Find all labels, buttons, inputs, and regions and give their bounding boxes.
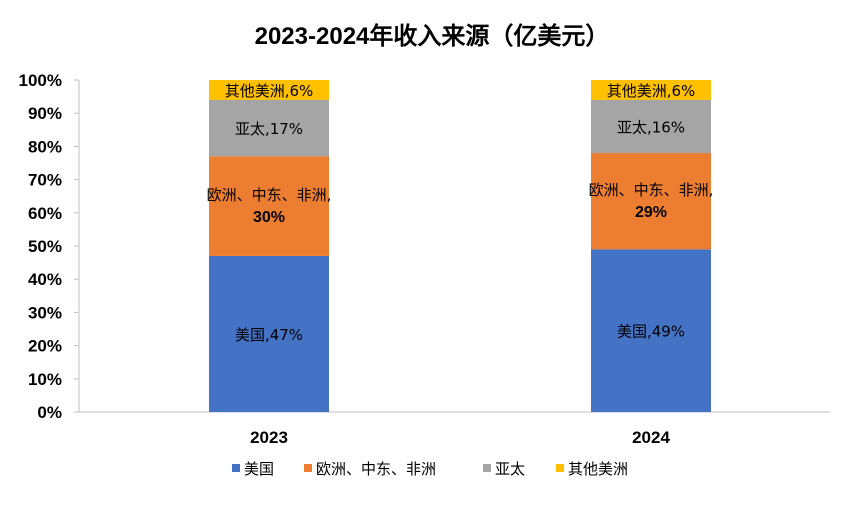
legend-swatch xyxy=(483,464,491,472)
data-label: 亚太,17% xyxy=(235,120,303,138)
bar-segment xyxy=(209,255,329,412)
data-label: 美国,49% xyxy=(617,323,685,341)
y-tick-label: 70% xyxy=(28,171,62,190)
y-tick-label: 40% xyxy=(28,270,62,289)
chart-title: 2023-2024年收入来源（亿美元） xyxy=(255,22,610,50)
data-label: 其他美洲,6% xyxy=(225,82,314,100)
legend: 美国 欧洲、中东、非洲 亚太 其他美洲 xyxy=(232,460,628,478)
bar-segment xyxy=(209,80,329,100)
y-tick-label: 90% xyxy=(28,104,62,123)
data-label: 其他美洲,6% xyxy=(607,82,696,100)
legend-label: 亚太 xyxy=(495,460,525,478)
y-tick-label: 100% xyxy=(19,71,62,90)
legend-label: 欧洲、中东、非洲 xyxy=(316,460,436,478)
bar-segment xyxy=(209,156,329,256)
legend-swatch xyxy=(304,464,312,472)
bar-segment xyxy=(591,249,711,412)
x-tick-label: 2023 xyxy=(250,428,288,447)
legend-swatch xyxy=(232,464,240,472)
data-label: 30% xyxy=(253,209,285,226)
y-tick-label: 0% xyxy=(37,403,62,422)
legend-label: 美国 xyxy=(244,460,274,478)
data-labels: 美国,47% 欧洲、中东、非洲, 30% 亚太,17% 其他美洲,6% 美国,49% 欧洲、… xyxy=(207,82,714,344)
y-tick-label: 30% xyxy=(28,303,62,322)
y-tick-label: 50% xyxy=(28,237,62,256)
data-label: 欧洲、中东、非洲, xyxy=(589,181,714,199)
axes: 0% 10% 20% 30% 40% 50% 60% 70% 80% 90% 100% 2023 202… xyxy=(19,71,830,447)
bar-segment xyxy=(209,99,329,157)
data-label: 29% xyxy=(635,204,667,221)
bar-segment xyxy=(591,99,711,154)
legend-label: 其他美洲 xyxy=(568,460,628,478)
data-label: 美国,47% xyxy=(235,326,303,344)
y-tick-label: 80% xyxy=(28,137,62,156)
legend-swatch xyxy=(556,464,564,472)
bars xyxy=(209,80,711,412)
y-tick-label: 10% xyxy=(28,370,62,389)
y-tick-label: 20% xyxy=(28,337,62,356)
data-label: 亚太,16% xyxy=(617,118,685,136)
x-tick-label: 2024 xyxy=(632,428,670,447)
bar-segment xyxy=(591,153,711,250)
y-tick-label: 60% xyxy=(28,204,62,223)
bar-segment xyxy=(591,80,711,100)
data-label: 欧洲、中东、非洲, xyxy=(207,186,332,204)
